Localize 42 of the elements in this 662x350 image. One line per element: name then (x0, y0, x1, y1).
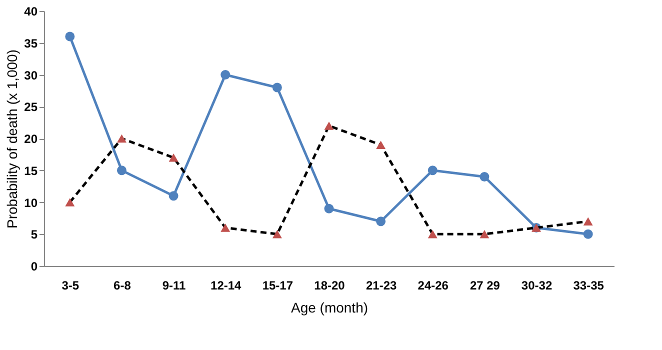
point (272, 82, 282, 92)
point (220, 70, 230, 80)
x-tick-label: 6-8 (114, 278, 132, 292)
y-tick-label: 40 (24, 4, 38, 18)
point (65, 198, 75, 206)
y-tick-label: 5 (30, 228, 38, 242)
x-axis-title: Age (month) (290, 300, 368, 316)
point (168, 191, 178, 201)
point (168, 154, 178, 162)
y-tick-label: 30 (24, 68, 38, 82)
point (428, 230, 438, 238)
point (116, 166, 126, 176)
point (480, 172, 490, 182)
point (480, 230, 490, 238)
x-tick-label: 21-23 (366, 278, 397, 292)
x-tick-label: 30-32 (521, 278, 552, 292)
point (376, 216, 386, 226)
point (583, 217, 593, 226)
y-tick-label: 20 (24, 132, 38, 146)
point (583, 229, 593, 239)
x-tick-label: 3-5 (62, 278, 80, 292)
x-tick-label: 12-14 (210, 278, 242, 292)
y-axis-title: Probability of death (x 1,000) (4, 50, 20, 228)
y-tick-label: 10 (24, 196, 38, 210)
point (376, 140, 386, 149)
x-tick-label: 9-11 (162, 278, 186, 292)
point (116, 134, 126, 143)
y-tick-label: 0 (30, 260, 38, 274)
x-tick-label: 33-35 (573, 278, 604, 292)
point (272, 230, 282, 238)
point (324, 122, 334, 130)
x-tick-label: 24-26 (418, 278, 449, 292)
x-tick-label: 27 29 (470, 278, 500, 292)
y-tick-label: 25 (24, 100, 38, 114)
point (220, 224, 230, 232)
x-tick-label: 15-17 (262, 278, 294, 292)
point (65, 32, 75, 42)
point (324, 204, 334, 214)
y-tick-label: 35 (24, 36, 38, 50)
point (428, 166, 438, 176)
y-tick-label: 15 (24, 164, 38, 178)
x-tick-label: 18-20 (314, 278, 346, 292)
